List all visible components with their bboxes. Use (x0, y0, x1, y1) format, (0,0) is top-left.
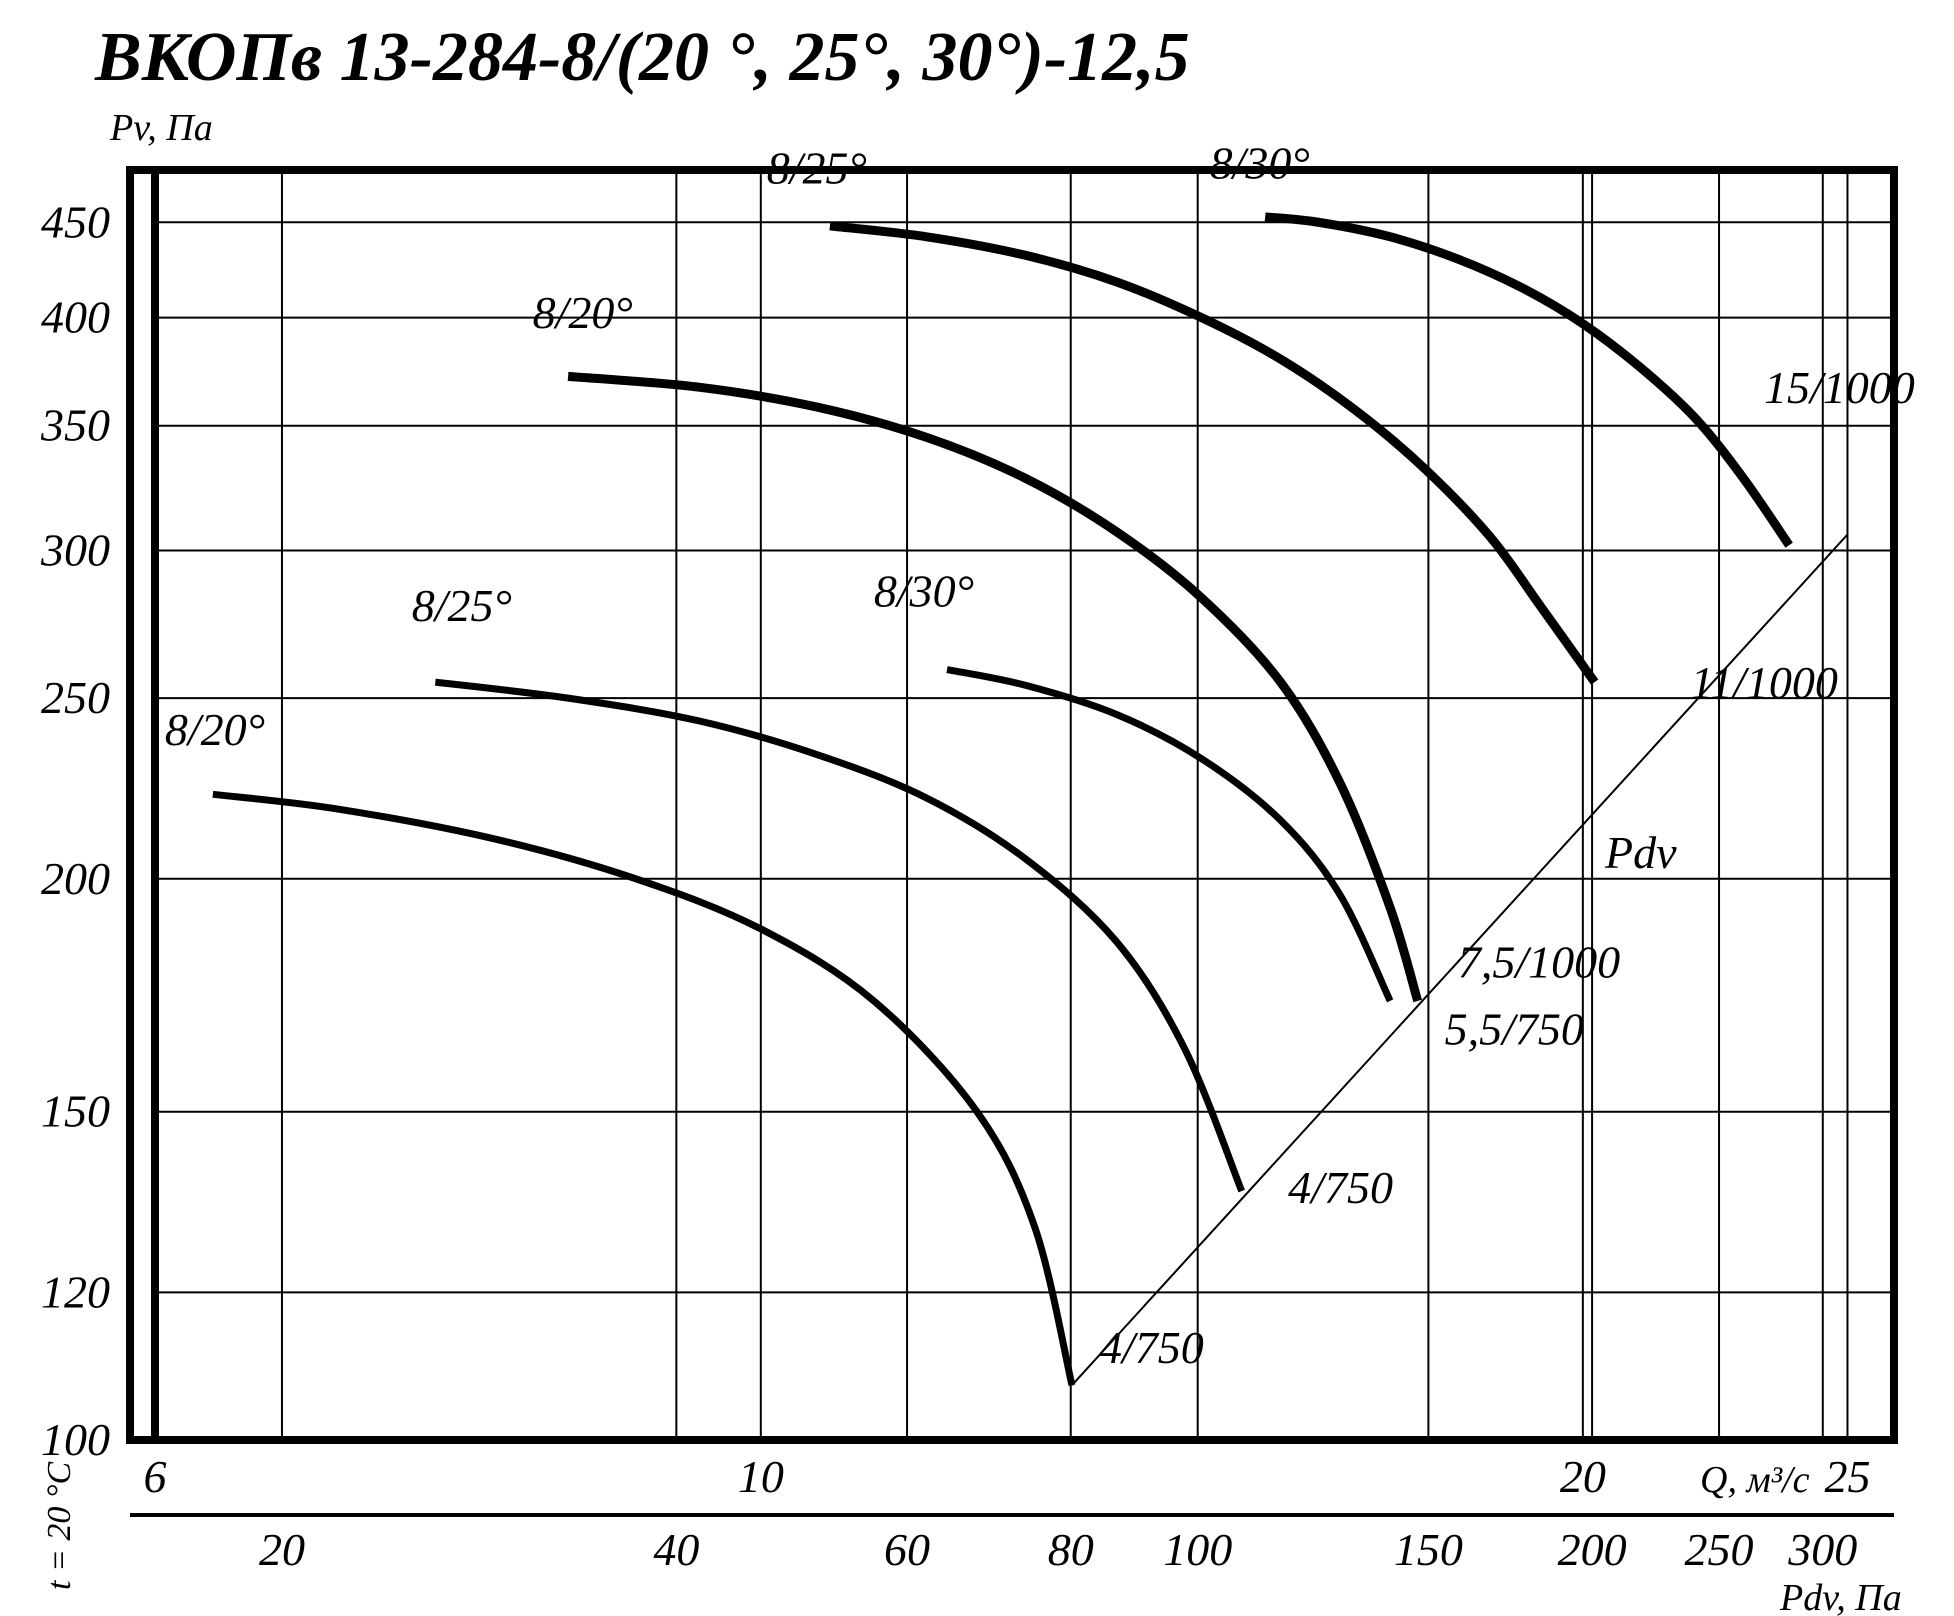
x-tick-q-label: 20 (1560, 1451, 1606, 1502)
x-tick-pdv-label: 250 (1685, 1524, 1754, 1575)
curve-end-label-high-8-25: 11/1000 (1690, 657, 1837, 708)
curve-end-label-low-8-20: 4/750 (1099, 1322, 1204, 1373)
y-tick-label: 350 (40, 400, 110, 451)
curve-label-high-8-25: 8/25° (767, 143, 867, 194)
x-tick-q-label: 6 (144, 1451, 167, 1502)
y-tick-label: 120 (41, 1266, 110, 1317)
curve-end-label-high-8-20: 7,5/1000 (1458, 937, 1620, 988)
curve-label-high-8-20: 8/20° (533, 287, 633, 338)
x-tick-q-label: 25 (1824, 1451, 1870, 1502)
x-tick-q-label: 10 (738, 1451, 784, 1502)
x-tick-pdv-label: 60 (884, 1524, 930, 1575)
curve-label-low-8-25: 8/25° (412, 580, 512, 631)
y-tick-label: 450 (41, 196, 110, 247)
y-tick-label: 400 (41, 292, 110, 343)
x-tick-pdv-label: 100 (1163, 1524, 1232, 1575)
x-tick-pdv-label: 150 (1394, 1524, 1463, 1575)
curve-label-low-8-30: 8/30° (874, 565, 974, 616)
curve-end-label-high-8-30: 15/1000 (1764, 362, 1915, 413)
fan-performance-chart: ВКОПв 13-284-8/(20 °, 25°, 30°)-12,5 Pv, … (0, 0, 1954, 1616)
curve-label-low-8-20: 8/20° (165, 704, 265, 755)
y-tick-label: 100 (41, 1414, 110, 1465)
y-axis-label: Pv, Па (109, 107, 213, 149)
curve-end-label-low-8-25: 4/750 (1288, 1162, 1393, 1213)
chart-title: ВКОПв 13-284-8/(20 °, 25°, 30°)-12,5 (94, 19, 1190, 96)
curve-end-label-low-8-30: 5,5/750 (1445, 1003, 1584, 1054)
x-tick-pdv-label: 200 (1558, 1524, 1627, 1575)
y-tick-label: 300 (40, 525, 110, 576)
pdv-inline-label: Pdv (1604, 827, 1677, 878)
temperature-note: t = 20 °C (41, 1462, 78, 1590)
x-tick-pdv-label: 40 (653, 1524, 699, 1575)
x-tick-pdv-label: 80 (1048, 1524, 1094, 1575)
y-tick-label: 250 (41, 672, 110, 723)
x-tick-pdv-label: 300 (1787, 1524, 1857, 1575)
y-tick-label: 150 (41, 1086, 110, 1137)
x-tick-pdv-label: 20 (259, 1524, 305, 1575)
x-axis-q-label: Q, м³/с (1700, 1459, 1810, 1501)
curve-label-high-8-30: 8/30° (1210, 137, 1310, 188)
x-axis-pdv-label: Pdv, Па (1779, 1577, 1902, 1616)
y-tick-label: 200 (41, 853, 110, 904)
